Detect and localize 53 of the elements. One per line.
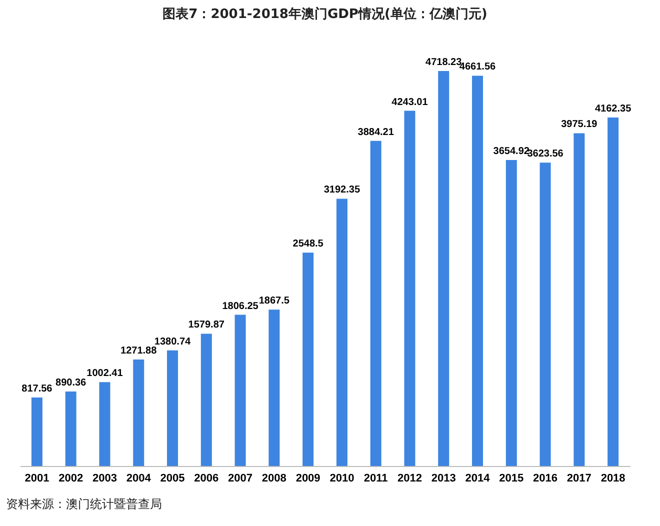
bar — [234, 314, 246, 466]
data-label: 3884.21 — [358, 126, 394, 138]
data-label: 2548.5 — [292, 238, 324, 250]
bar — [302, 252, 314, 466]
bar — [370, 140, 382, 466]
x-tick-label: 2015 — [499, 472, 524, 484]
x-tick-label: 2011 — [364, 472, 388, 484]
x-tick-label: 2005 — [160, 472, 185, 484]
bar — [574, 133, 585, 466]
bar — [133, 360, 144, 466]
data-label: 4243.01 — [392, 96, 428, 108]
x-tick-label: 2006 — [194, 472, 219, 484]
data-label: 1380.74 — [154, 336, 192, 348]
bar — [336, 198, 348, 466]
bar — [167, 350, 178, 466]
x-tick-label: 2008 — [262, 472, 286, 484]
chart-title: 图表7：2001-2018年澳门GDP情况(单位：亿澳门元) — [162, 6, 488, 22]
x-tick-label: 2014 — [465, 472, 491, 484]
bar — [472, 76, 483, 466]
data-label: 3975.19 — [561, 119, 598, 130]
bar — [540, 162, 551, 466]
x-tick-label: 2007 — [228, 472, 253, 484]
x-tick-label: 2016 — [533, 472, 558, 484]
data-label: 1579.87 — [188, 320, 225, 331]
x-tick-label: 2012 — [397, 472, 422, 484]
data-label: 4162.35 — [594, 104, 632, 115]
bar — [268, 310, 280, 466]
bar — [200, 334, 212, 466]
bar — [404, 110, 416, 466]
data-label: 1806.25 — [222, 300, 259, 312]
data-label: 817.56 — [22, 384, 53, 395]
x-tick-label: 2018 — [600, 472, 626, 484]
data-label: 1271.88 — [120, 346, 158, 357]
data-label: 890.36 — [56, 377, 87, 388]
bar — [65, 391, 76, 466]
data-label: 1867.5 — [258, 296, 290, 307]
text: 资料来源：澳门统计暨普查局 — [6, 496, 162, 513]
x-tick-label: 2001 — [24, 472, 50, 484]
data-label: 1002.41 — [86, 368, 124, 380]
x-tick-label: 2009 — [296, 472, 320, 484]
x-tick-label: 2004 — [126, 472, 152, 484]
data-label: 4661.56 — [459, 62, 496, 73]
x-tick-label: 2013 — [431, 472, 456, 484]
bar — [608, 118, 619, 466]
bar — [438, 71, 450, 466]
data-label: 3192.35 — [324, 184, 360, 196]
x-tick-label: 2003 — [92, 472, 117, 484]
x-tick-label: 2002 — [58, 472, 84, 484]
bar — [99, 382, 110, 466]
x-tick-label: 2017 — [566, 472, 592, 484]
bar — [506, 160, 517, 466]
bar — [31, 398, 42, 466]
x-tick-label: 2010 — [330, 472, 354, 484]
